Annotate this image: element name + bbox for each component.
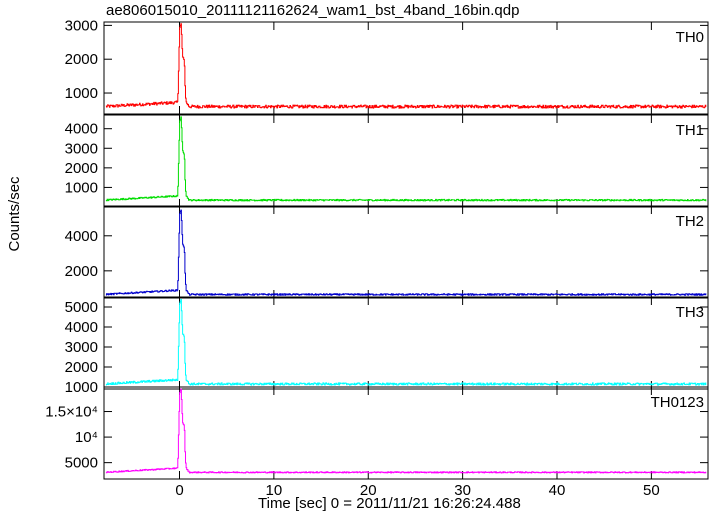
x-tick-label: 30 [454, 482, 471, 499]
x-axis-label: Time [sec] 0 = 2011/11/21 16:26:24.488 [258, 495, 521, 512]
panel-label-th0: TH0 [676, 29, 704, 46]
series-line-th1 [105, 116, 707, 202]
x-tick-label: 20 [360, 482, 377, 499]
series-line-th3 [105, 299, 707, 386]
series-line-th2 [105, 209, 707, 296]
series-line-th0 [105, 23, 707, 109]
panel-frame-th3 [103, 296, 709, 390]
y-tick-label-th0123: 1.5×10⁴ [45, 404, 98, 421]
y-tick-label-th2: 2000 [65, 263, 98, 280]
y-tick-label-th2: 4000 [65, 228, 98, 245]
x-tick-label: 40 [549, 482, 566, 499]
y-tick-label-th3: 1000 [65, 379, 98, 396]
panel-label-th1: TH1 [676, 122, 704, 139]
y-tick-label-th1: 4000 [65, 121, 98, 138]
y-tick-label-th1: 3000 [65, 140, 98, 157]
panel-label-th3: TH3 [676, 304, 704, 321]
x-tick-label: 10 [266, 482, 283, 499]
x-tick-label: 50 [643, 482, 660, 499]
x-tick-label: 0 [175, 482, 183, 499]
y-axis-label: Counts/sec [6, 176, 23, 252]
panel-frame-th2 [103, 205, 709, 299]
y-tick-label-th0123: 5000 [65, 455, 98, 472]
panel-frame-th1 [103, 114, 709, 208]
y-tick-label-th0123: 10⁴ [75, 429, 98, 446]
panel-frame-th0 [103, 21, 709, 115]
y-tick-label-th3: 2000 [65, 359, 98, 376]
y-tick-label-th0: 3000 [65, 17, 98, 34]
series-line-th0123 [105, 388, 707, 474]
y-tick-label-th3: 3000 [65, 339, 98, 356]
panel-frame-th0123 [103, 386, 709, 480]
chart-title: ae806015010_20111121162624_wam1_bst_4ban… [106, 2, 520, 19]
y-tick-label-th0: 1000 [65, 85, 98, 102]
panel-label-th0123: TH0123 [651, 394, 704, 411]
y-tick-label-th3: 4000 [65, 319, 98, 336]
panel-label-th2: TH2 [676, 213, 704, 230]
y-tick-label-th3: 5000 [65, 299, 98, 316]
y-tick-label-th0: 2000 [65, 51, 98, 68]
y-tick-label-th1: 2000 [65, 160, 98, 177]
y-tick-label-th1: 1000 [65, 179, 98, 196]
